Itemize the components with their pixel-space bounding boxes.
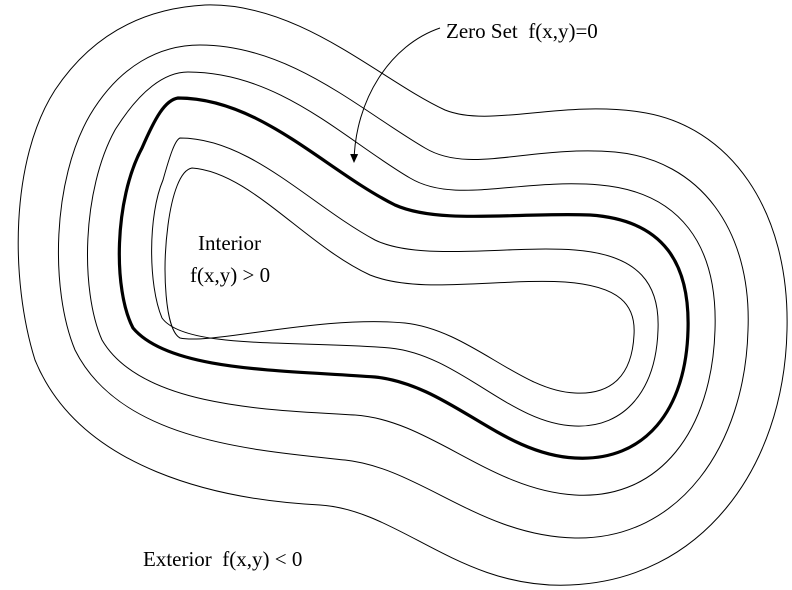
outer-contour-2 (57, 44, 749, 539)
inner-contour-2 (164, 167, 635, 394)
outer-contour-3 (17, 4, 788, 586)
zero-set-pointer-arrow (350, 27, 441, 163)
zero-set-curve (117, 96, 690, 460)
outer-contour-1 (87, 71, 716, 496)
exterior-label: Exterior f(x,y) < 0 (143, 547, 302, 571)
interior-title-label: Interior (198, 231, 261, 255)
interior-condition-label: f(x,y) > 0 (190, 263, 270, 287)
inner-contour-1 (151, 137, 659, 427)
zero-set-label: Zero Set f(x,y)=0 (446, 19, 598, 43)
